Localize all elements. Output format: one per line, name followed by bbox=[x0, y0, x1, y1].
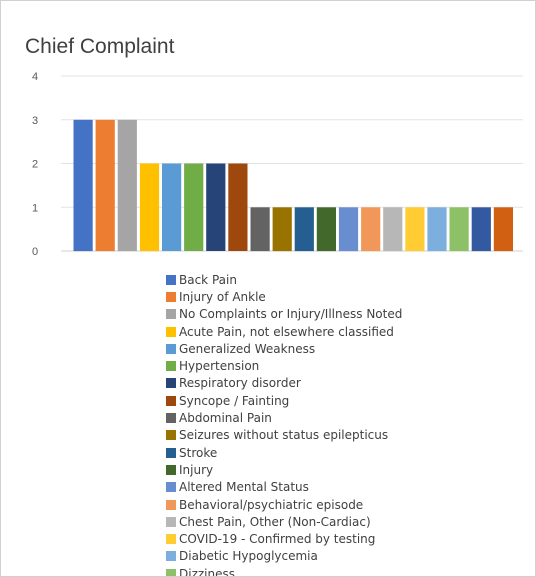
bar bbox=[272, 207, 292, 252]
legend-label: Respiratory disorder bbox=[179, 376, 301, 391]
legend-swatch bbox=[166, 361, 176, 372]
legend-item: Seizures without status epilepticus bbox=[166, 427, 402, 444]
legend-swatch bbox=[166, 482, 176, 493]
legend-item: Acute Pain, not elsewhere classified bbox=[166, 323, 402, 340]
legend-label: Behavioral/psychiatric episode bbox=[179, 497, 364, 512]
bar bbox=[361, 207, 381, 252]
bar bbox=[250, 207, 270, 252]
bar bbox=[162, 163, 182, 251]
legend-swatch bbox=[166, 551, 176, 562]
legend-label: No Complaints or Injury/Illness Noted bbox=[179, 307, 403, 322]
legend-label: Altered Mental Status bbox=[179, 480, 309, 495]
legend-swatch bbox=[166, 378, 176, 389]
legend-swatch bbox=[166, 534, 176, 545]
legend-item: Syncope / Fainting bbox=[166, 392, 402, 409]
legend-label: Abdominal Pain bbox=[179, 411, 272, 426]
legend-swatch bbox=[166, 568, 176, 576]
legend-label: Dizziness bbox=[179, 566, 235, 577]
legend-item: Injury bbox=[166, 461, 402, 478]
bar bbox=[338, 207, 359, 252]
legend-label: Back Pain bbox=[179, 272, 237, 287]
legend-label: Syncope / Fainting bbox=[179, 393, 290, 408]
legend-swatch bbox=[166, 516, 176, 527]
legend-label: Injury of Ankle bbox=[179, 289, 266, 304]
legend: Back Pain Injury of Ankle No Complaints or… bbox=[166, 271, 402, 577]
bar bbox=[184, 163, 204, 251]
bar bbox=[316, 207, 336, 252]
legend-item: Abdominal Pain bbox=[166, 409, 402, 426]
legend-label: Diabetic Hypoglycemia bbox=[179, 549, 318, 564]
legend-swatch bbox=[166, 464, 176, 475]
legend-item: Stroke bbox=[166, 444, 402, 461]
legend-item: Behavioral/psychiatric episode bbox=[166, 496, 402, 513]
legend-swatch bbox=[166, 274, 176, 285]
bar bbox=[206, 163, 226, 251]
legend-item: Hypertension bbox=[166, 357, 402, 374]
legend-item: Generalized Weakness bbox=[166, 340, 402, 357]
legend-swatch bbox=[166, 309, 176, 320]
bar bbox=[405, 207, 425, 252]
legend-item: Chest Pain, Other (Non-Cardiac) bbox=[166, 513, 402, 530]
bar bbox=[294, 207, 314, 252]
legend-swatch bbox=[166, 291, 176, 302]
y-tick-label: 2 bbox=[32, 159, 38, 171]
y-tick-label: 3 bbox=[32, 115, 38, 127]
bar bbox=[117, 119, 137, 252]
legend-item: Respiratory disorder bbox=[166, 375, 402, 392]
legend-label: Stroke bbox=[179, 445, 218, 460]
bar bbox=[449, 207, 469, 252]
legend-item: Dizziness bbox=[166, 565, 402, 577]
bar bbox=[228, 163, 248, 251]
legend-item: Diabetic Hypoglycemia bbox=[166, 548, 402, 565]
legend-item: No Complaints or Injury/Illness Noted bbox=[166, 306, 402, 323]
legend-label: Generalized Weakness bbox=[179, 341, 316, 356]
bar bbox=[95, 119, 115, 252]
legend-swatch bbox=[166, 395, 176, 406]
legend-label: COVID-19 - Confirmed by testing bbox=[179, 532, 376, 547]
legend-swatch bbox=[166, 447, 176, 458]
bar bbox=[383, 207, 403, 252]
chart-title: Chief Complaint bbox=[25, 35, 175, 58]
bar bbox=[73, 119, 93, 252]
legend-item: Back Pain bbox=[166, 271, 402, 288]
legend-label: Chest Pain, Other (Non-Cardiac) bbox=[179, 514, 371, 529]
legend-label: Injury bbox=[179, 462, 214, 477]
y-tick-label: 1 bbox=[32, 202, 38, 214]
bar bbox=[427, 207, 447, 252]
legend-label: Seizures without status epilepticus bbox=[179, 428, 389, 443]
legend-swatch bbox=[166, 326, 176, 337]
bar bbox=[493, 207, 513, 252]
legend-swatch bbox=[166, 343, 176, 354]
legend-label: Acute Pain, not elsewhere classified bbox=[179, 324, 394, 339]
bar bbox=[471, 207, 491, 252]
legend-item: COVID-19 - Confirmed by testing bbox=[166, 530, 402, 547]
legend-item: Injury of Ankle bbox=[166, 288, 402, 305]
legend-label: Hypertension bbox=[179, 359, 260, 374]
legend-item: Altered Mental Status bbox=[166, 479, 402, 496]
y-tick-label: 4 bbox=[32, 71, 38, 83]
bar bbox=[139, 163, 160, 251]
legend-swatch bbox=[166, 430, 176, 441]
y-tick-label: 0 bbox=[32, 246, 38, 258]
legend-swatch bbox=[166, 499, 176, 510]
legend-swatch bbox=[166, 413, 176, 424]
